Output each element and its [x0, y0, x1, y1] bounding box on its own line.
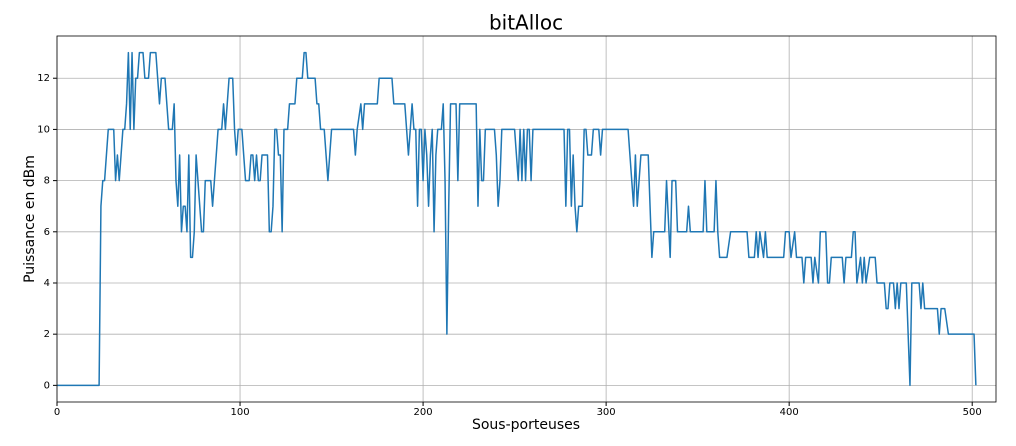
x-tick-label: 100 [230, 407, 249, 418]
chart-title: bitAlloc [489, 11, 563, 35]
y-axis-label: Puissance en dBm [22, 155, 38, 283]
x-tick-label: 500 [963, 407, 982, 418]
plot-frame [56, 35, 997, 403]
x-tick-label: 200 [414, 407, 433, 418]
data-line [57, 51, 977, 387]
y-tick-label: 8 [44, 176, 50, 187]
y-tick-label: 2 [44, 329, 50, 340]
x-tick-label: 300 [597, 407, 616, 418]
x-axis-label: Sous-porteuses [472, 417, 580, 433]
x-tick-label: 400 [780, 407, 799, 418]
y-tick-label: 10 [37, 124, 50, 135]
y-tick-label: 0 [44, 380, 50, 391]
y-tick-label: 12 [37, 73, 50, 84]
y-tick-label: 4 [44, 278, 50, 289]
y-tick-label: 6 [44, 227, 50, 238]
x-tick-label: 0 [54, 407, 60, 418]
